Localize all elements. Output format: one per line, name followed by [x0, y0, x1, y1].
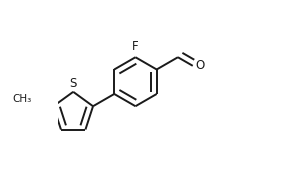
Text: O: O [196, 59, 205, 72]
Text: S: S [69, 77, 77, 90]
Text: CH₃: CH₃ [13, 94, 32, 104]
Text: F: F [132, 40, 139, 52]
